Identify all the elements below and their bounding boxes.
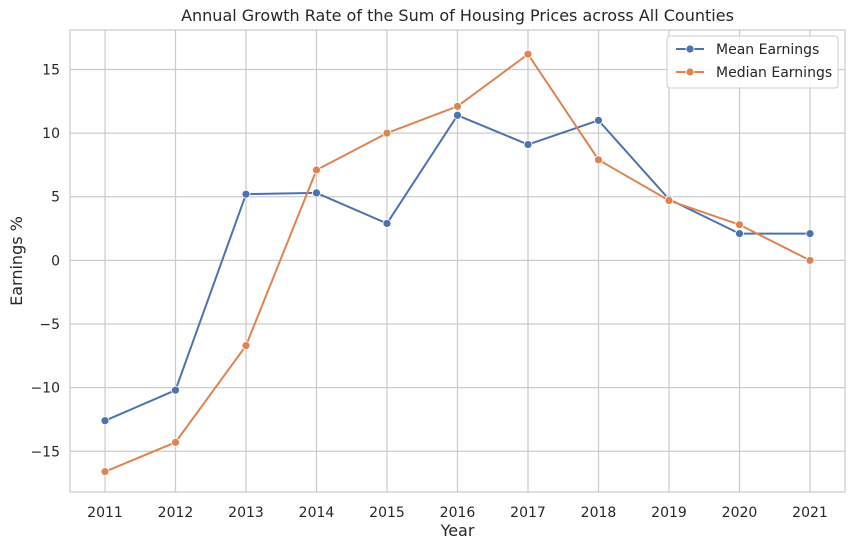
x-tick-label: 2017 (510, 505, 546, 521)
x-tick-label: 2018 (581, 505, 617, 521)
legend-marker-median-earnings (685, 67, 695, 77)
data-point-mean-earnings (594, 115, 603, 125)
data-point-mean-earnings (523, 140, 533, 149)
data-point-median-earnings (100, 467, 110, 477)
series-layer (100, 49, 815, 477)
data-point-mean-earnings (735, 229, 744, 239)
y-tick-labels: −15 −10 −5 0 5 10 15 (30, 62, 60, 460)
x-tick-label: 2019 (651, 505, 687, 521)
data-point-mean-earnings (100, 416, 110, 426)
legend-marker-mean-earnings (685, 44, 695, 54)
x-tick-label: 2012 (158, 505, 194, 521)
x-axis-label: Year (440, 521, 475, 540)
x-tick-label: 2014 (299, 505, 335, 521)
data-point-mean-earnings (171, 385, 180, 395)
x-tick-label: 2011 (87, 505, 123, 521)
data-point-median-earnings (382, 128, 392, 138)
legend: Mean Earnings Median Earnings (666, 35, 839, 89)
legend-label-mean-earnings: Mean Earnings (716, 42, 819, 58)
y-tick-label: 5 (51, 190, 60, 206)
data-point-median-earnings (735, 220, 744, 230)
x-tick-label: 2013 (228, 505, 264, 521)
x-tick-label: 2015 (369, 505, 405, 521)
data-point-median-earnings (805, 255, 815, 265)
data-point-mean-earnings (241, 189, 251, 199)
y-tick-label: 0 (51, 253, 60, 269)
data-point-median-earnings (664, 196, 674, 205)
x-tick-labels: 2011 2012 2013 2014 2015 2016 2017 2018 2019 2020… (87, 505, 828, 521)
y-tick-label: −5 (39, 317, 60, 333)
data-point-mean-earnings (382, 219, 392, 228)
data-point-mean-earnings (453, 110, 462, 120)
data-point-median-earnings (523, 49, 533, 59)
y-axis-label: Earnings % (7, 216, 26, 306)
data-point-median-earnings (171, 437, 180, 447)
data-point-mean-earnings (312, 188, 321, 198)
legend-box (666, 35, 839, 89)
chart-title: Annual Growth Rate of the Sum of Housing… (181, 6, 734, 25)
y-tick-label: −15 (30, 444, 60, 460)
x-tick-label: 2020 (722, 505, 758, 521)
y-tick-label: 10 (42, 126, 60, 142)
data-point-median-earnings (241, 341, 251, 351)
data-point-median-earnings (594, 155, 603, 165)
x-tick-label: 2016 (440, 505, 476, 521)
x-tick-label: 2021 (792, 505, 828, 521)
plot-frame (69, 29, 846, 493)
data-point-median-earnings (312, 165, 321, 175)
y-tick-label: 15 (42, 62, 60, 78)
legend-label-median-earnings: Median Earnings (716, 65, 832, 81)
data-point-mean-earnings (805, 229, 815, 239)
y-tick-label: −10 (30, 381, 60, 397)
data-point-median-earnings (453, 101, 462, 111)
